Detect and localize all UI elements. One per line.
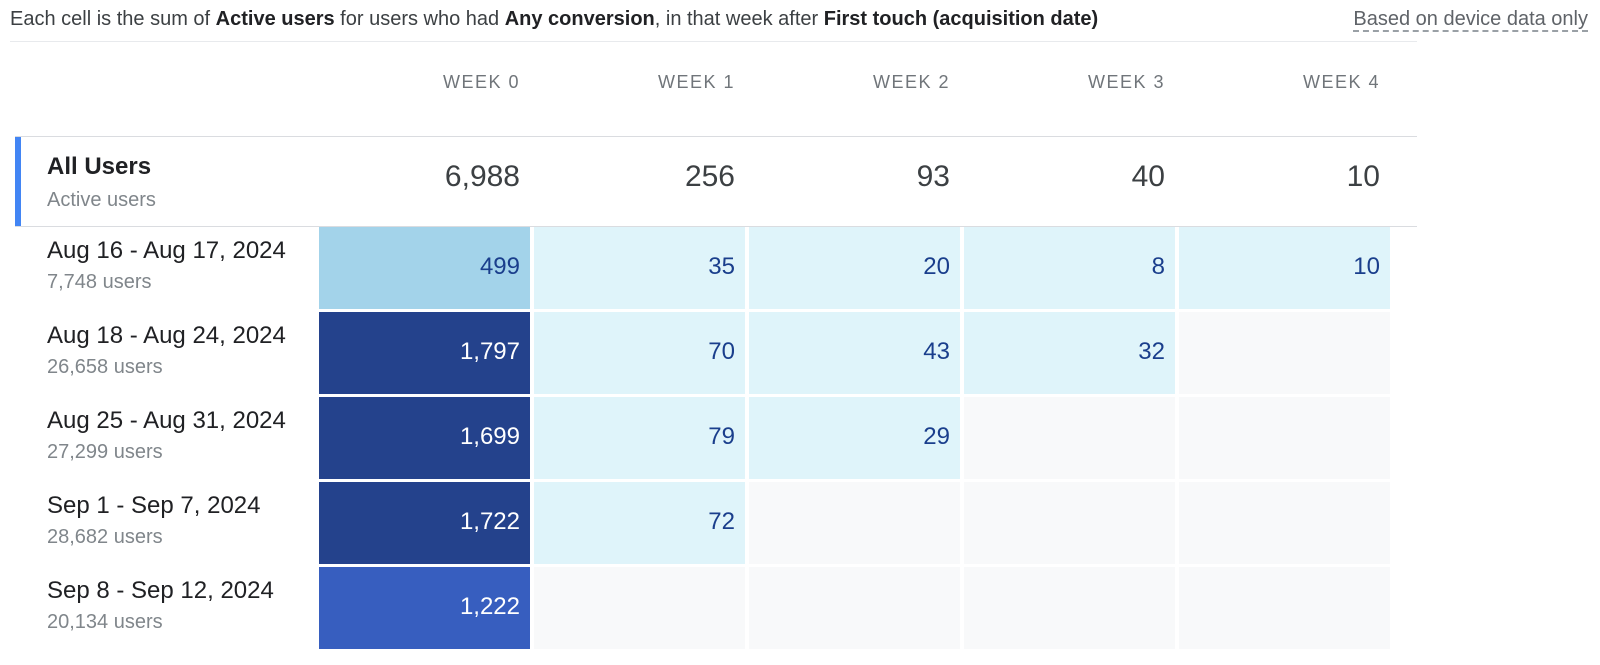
cohort-cell[interactable] [964,567,1175,649]
cohort-cell[interactable]: 1,699 [319,397,530,479]
cohort-date-range: Aug 25 - Aug 31, 2024 [47,407,286,434]
cohort-user-count: 27,299 users [47,441,163,463]
cohort-cell[interactable] [1179,482,1390,564]
cohort-cell[interactable]: 1,722 [319,482,530,564]
description-suffix: , in that week after [654,8,824,30]
cohort-row-label: Aug 25 - Aug 31, 2024 27,299 users [47,407,286,464]
cohort-cell[interactable]: 1,222 [319,567,530,649]
cohort-cell[interactable]: 32 [964,312,1175,394]
cohort-cell[interactable]: 35 [534,227,745,309]
cohort-row-label: Sep 1 - Sep 7, 2024 28,682 users [47,492,261,549]
device-data-link[interactable]: Based on device data only [1353,8,1588,30]
cohort-cell[interactable]: 79 [534,397,745,479]
all-users-accent-bar [15,137,21,226]
all-users-total-week-3: 40 [1131,160,1165,193]
cohort-user-count: 20,134 users [47,611,163,633]
week-header-2: WEEK 2 [872,72,950,92]
all-users-total-week-0: 6,988 [444,160,520,193]
cohort-description: Each cell is the sum of Active users for… [10,8,1098,31]
cohort-cell[interactable]: 8 [964,227,1175,309]
cohort-row-label: Aug 18 - Aug 24, 2024 26,658 users [47,322,286,379]
cohort-date-range: Sep 1 - Sep 7, 2024 [47,492,261,519]
cohort-cell[interactable]: 29 [749,397,960,479]
cohort-cell[interactable] [1179,312,1390,394]
cohort-cell[interactable]: 70 [534,312,745,394]
description-metric: Active users [215,8,335,30]
description-event: Any conversion [504,8,655,30]
cohort-cell[interactable] [1179,567,1390,649]
week-header-0: WEEK 0 [442,72,520,92]
cohort-user-count: 28,682 users [47,526,163,548]
cohort-date-range: Aug 16 - Aug 17, 2024 [47,237,286,264]
cohort-cell[interactable] [964,397,1175,479]
cohort-date-range: Sep 8 - Sep 12, 2024 [47,577,274,604]
cohort-cell[interactable]: 20 [749,227,960,309]
all-users-total-week-4: 10 [1346,160,1380,193]
cohort-cell[interactable]: 499 [319,227,530,309]
cohort-user-count: 26,658 users [47,356,163,378]
cohort-user-count: 7,748 users [47,271,152,293]
cohort-cell[interactable]: 10 [1179,227,1390,309]
cohort-cell[interactable] [534,567,745,649]
cohort-cell[interactable]: 72 [534,482,745,564]
cohort-row-label: Aug 16 - Aug 17, 2024 7,748 users [47,237,286,294]
description-prefix: Each cell is the sum of [10,8,216,30]
cohort-cell[interactable] [749,567,960,649]
header-divider [10,41,1417,42]
week-header-4: WEEK 4 [1302,72,1380,92]
cohort-cell[interactable] [964,482,1175,564]
cohort-cell[interactable]: 43 [749,312,960,394]
week-header-1: WEEK 1 [657,72,735,92]
week-header-3: WEEK 3 [1087,72,1165,92]
cohort-cell[interactable] [1179,397,1390,479]
cohort-cell[interactable] [749,482,960,564]
all-users-total-week-1: 256 [684,160,735,193]
cohort-cell[interactable]: 1,797 [319,312,530,394]
all-users-title: All Users [47,153,152,180]
all-users-row: All Users Active users [15,136,1417,227]
all-users-total-week-2: 93 [916,160,950,193]
description-touch: First touch (acquisition date) [823,8,1099,30]
description-middle: for users who had [334,8,505,30]
all-users-subtitle: Active users [47,189,156,211]
cohort-row-label: Sep 8 - Sep 12, 2024 20,134 users [47,577,274,634]
cohort-date-range: Aug 18 - Aug 24, 2024 [47,322,286,349]
